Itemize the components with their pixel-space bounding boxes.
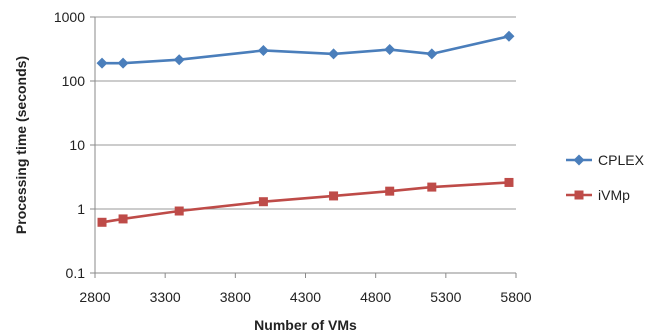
data-point bbox=[503, 30, 515, 42]
x-axis-title: Number of VMs bbox=[254, 317, 357, 333]
x-tick-label: 5300 bbox=[430, 289, 461, 305]
legend-item-ivmp: iVMp bbox=[566, 187, 630, 203]
x-tick-label: 4800 bbox=[360, 289, 391, 305]
data-point bbox=[328, 48, 340, 60]
y-axis-title: Processing time (seconds) bbox=[13, 56, 29, 234]
legend: CPLEX iVMp bbox=[566, 152, 645, 203]
y-tick-label: 100 bbox=[62, 73, 86, 89]
legend-marker bbox=[573, 154, 585, 166]
series-line-ivmp bbox=[101, 181, 510, 224]
y-tick-labels: 0.1 1 10 100 1000 bbox=[54, 9, 85, 281]
y-tick-label: 1 bbox=[77, 201, 85, 217]
series-ivmp bbox=[97, 177, 514, 227]
legend-label: CPLEX bbox=[598, 152, 645, 168]
series-cplex bbox=[96, 30, 515, 69]
data-point bbox=[427, 182, 437, 192]
series-group bbox=[96, 30, 515, 227]
legend-marker bbox=[574, 190, 584, 200]
gridlines bbox=[95, 16, 516, 274]
data-point bbox=[258, 197, 268, 207]
data-point bbox=[385, 186, 395, 196]
data-point bbox=[97, 217, 107, 227]
x-tick-label: 5800 bbox=[500, 289, 531, 305]
series-line-cplex bbox=[102, 34, 510, 65]
y-tick-label: 1000 bbox=[54, 9, 85, 25]
axes bbox=[90, 16, 517, 278]
x-tick-label: 4300 bbox=[290, 289, 321, 305]
y-tick-label: 10 bbox=[69, 137, 85, 153]
data-point bbox=[329, 191, 339, 201]
legend-item-cplex: CPLEX bbox=[566, 152, 645, 168]
data-point bbox=[117, 57, 129, 69]
data-point bbox=[174, 206, 184, 216]
data-point bbox=[118, 214, 128, 224]
legend-label: iVMp bbox=[598, 187, 630, 203]
y-tick-label: 0.1 bbox=[66, 265, 86, 281]
x-tick-labels: 2800 3300 3800 4300 4800 5300 5800 bbox=[79, 289, 531, 305]
x-tick-label: 3300 bbox=[150, 289, 181, 305]
data-point bbox=[173, 54, 185, 66]
data-point bbox=[257, 44, 269, 56]
x-tick-label: 2800 bbox=[79, 289, 110, 305]
data-point bbox=[426, 48, 438, 60]
data-point bbox=[96, 57, 108, 69]
data-point bbox=[504, 177, 514, 187]
data-point bbox=[384, 44, 396, 56]
x-tick-label: 3800 bbox=[220, 289, 251, 305]
